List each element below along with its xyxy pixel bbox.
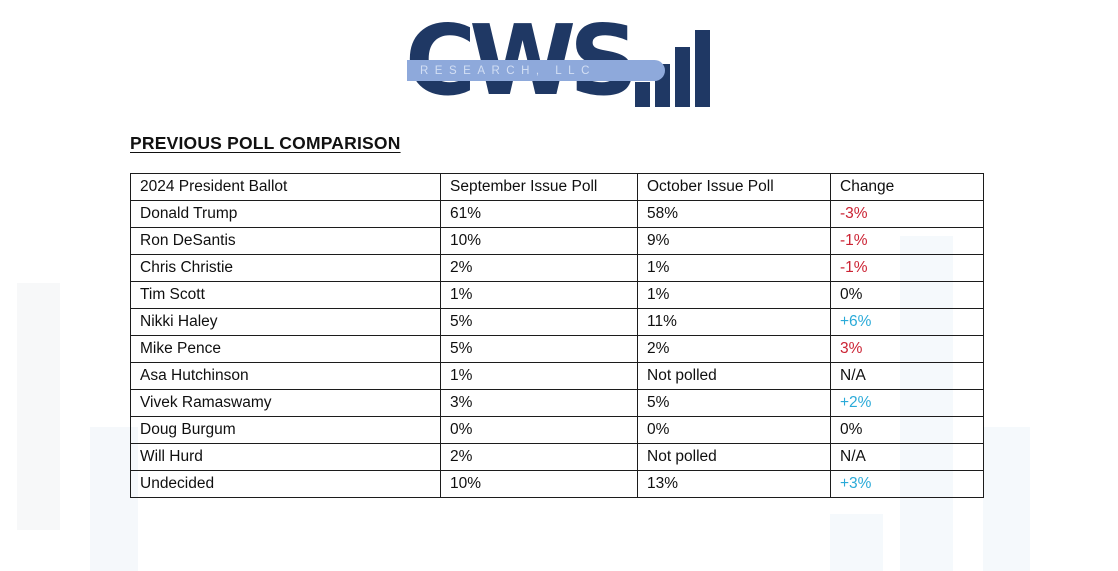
table-row: Tim Scott 1% 1% 0% bbox=[130, 281, 984, 309]
header-september: September Issue Poll bbox=[440, 173, 638, 201]
change-cell: -1% bbox=[830, 254, 984, 282]
september-cell: 0% bbox=[440, 416, 638, 444]
table-header-row: 2024 President Ballot September Issue Po… bbox=[130, 173, 984, 201]
logo-banner-text: RESEARCH, LLC bbox=[420, 64, 596, 77]
table-row: Donald Trump 61% 58% -3% bbox=[130, 200, 984, 228]
september-cell: 1% bbox=[440, 362, 638, 390]
september-cell: 1% bbox=[440, 281, 638, 309]
september-cell: 2% bbox=[440, 254, 638, 282]
header-october: October Issue Poll bbox=[637, 173, 831, 201]
candidate-cell: Will Hurd bbox=[130, 443, 441, 471]
change-cell: 0% bbox=[830, 281, 984, 309]
candidate-cell: Undecided bbox=[130, 470, 441, 498]
table-row: Ron DeSantis 10% 9% -1% bbox=[130, 227, 984, 255]
candidate-cell: Doug Burgum bbox=[130, 416, 441, 444]
change-cell: 3% bbox=[830, 335, 984, 363]
change-cell: +2% bbox=[830, 389, 984, 417]
change-cell: N/A bbox=[830, 362, 984, 390]
september-cell: 5% bbox=[440, 308, 638, 336]
table-row: Doug Burgum 0% 0% 0% bbox=[130, 416, 984, 444]
october-cell: 0% bbox=[637, 416, 831, 444]
candidate-cell: Tim Scott bbox=[130, 281, 441, 309]
watermark-bar bbox=[983, 427, 1030, 571]
october-cell: 2% bbox=[637, 335, 831, 363]
header-candidate: 2024 President Ballot bbox=[130, 173, 441, 201]
october-cell: 13% bbox=[637, 470, 831, 498]
october-cell: Not polled bbox=[637, 443, 831, 471]
september-cell: 61% bbox=[440, 200, 638, 228]
watermark-bar bbox=[17, 283, 60, 530]
candidate-cell: Chris Christie bbox=[130, 254, 441, 282]
october-cell: 1% bbox=[637, 254, 831, 282]
table-row: Asa Hutchinson 1% Not polled N/A bbox=[130, 362, 984, 390]
september-cell: 3% bbox=[440, 389, 638, 417]
september-cell: 5% bbox=[440, 335, 638, 363]
october-cell: 1% bbox=[637, 281, 831, 309]
october-cell: Not polled bbox=[637, 362, 831, 390]
table-row: Undecided 10% 13% +3% bbox=[130, 470, 984, 498]
table-row: Chris Christie 2% 1% -1% bbox=[130, 254, 984, 282]
september-cell: 2% bbox=[440, 443, 638, 471]
october-cell: 58% bbox=[637, 200, 831, 228]
watermark-bar bbox=[830, 514, 883, 571]
change-cell: -3% bbox=[830, 200, 984, 228]
table-row: Nikki Haley 5% 11% +6% bbox=[130, 308, 984, 336]
candidate-cell: Ron DeSantis bbox=[130, 227, 441, 255]
september-cell: 10% bbox=[440, 470, 638, 498]
poll-comparison-table: 2024 President Ballot September Issue Po… bbox=[130, 173, 984, 498]
cws-logo: CWS RESEARCH, LLC bbox=[405, 12, 717, 109]
candidate-cell: Donald Trump bbox=[130, 200, 441, 228]
october-cell: 11% bbox=[637, 308, 831, 336]
candidate-cell: Asa Hutchinson bbox=[130, 362, 441, 390]
table-row: Will Hurd 2% Not polled N/A bbox=[130, 443, 984, 471]
october-cell: 5% bbox=[637, 389, 831, 417]
change-cell: +6% bbox=[830, 308, 984, 336]
logo-banner: RESEARCH, LLC bbox=[407, 60, 665, 81]
september-cell: 10% bbox=[440, 227, 638, 255]
candidate-cell: Nikki Haley bbox=[130, 308, 441, 336]
candidate-cell: Vivek Ramaswamy bbox=[130, 389, 441, 417]
header-change: Change bbox=[830, 173, 984, 201]
october-cell: 9% bbox=[637, 227, 831, 255]
page-title: PREVIOUS POLL COMPARISON bbox=[130, 133, 401, 153]
change-cell: +3% bbox=[830, 470, 984, 498]
change-cell: N/A bbox=[830, 443, 984, 471]
change-cell: 0% bbox=[830, 416, 984, 444]
change-cell: -1% bbox=[830, 227, 984, 255]
table-row: Vivek Ramaswamy 3% 5% +2% bbox=[130, 389, 984, 417]
table-row: Mike Pence 5% 2% 3% bbox=[130, 335, 984, 363]
candidate-cell: Mike Pence bbox=[130, 335, 441, 363]
